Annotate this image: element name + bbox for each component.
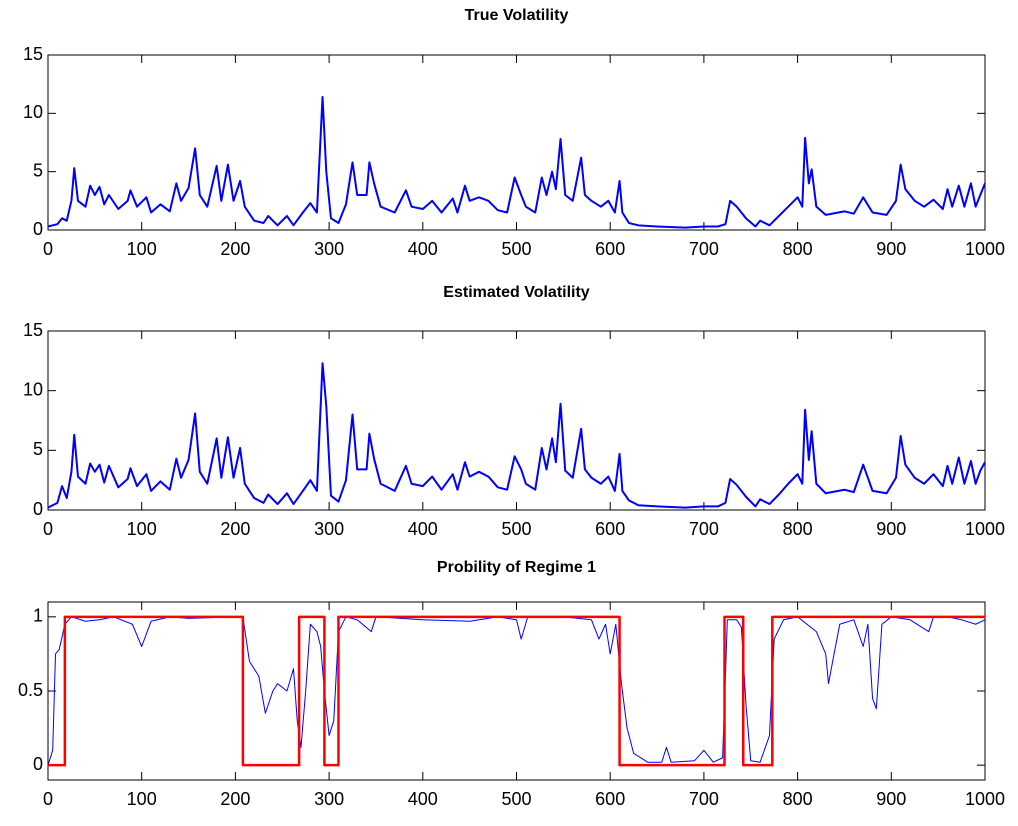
chart-title: Probility of Regime 1 [437, 559, 596, 576]
x-tick-label: 800 [783, 789, 813, 809]
chart-title: Estimated Volatility [443, 284, 590, 301]
series-line [47, 616, 986, 766]
y-tick-label: 0.5 [18, 680, 43, 700]
x-tick-label: 700 [689, 239, 719, 259]
y-tick-label: 0 [33, 754, 43, 774]
y-tick-label: 15 [23, 44, 43, 64]
y-tick-label: 0 [33, 499, 43, 519]
x-tick-label: 400 [408, 519, 438, 539]
chart-title: True Volatility [465, 7, 569, 24]
series-line [47, 96, 986, 229]
series-line [47, 362, 986, 509]
y-tick-label: 0 [33, 219, 43, 239]
x-tick-label: 500 [501, 519, 531, 539]
plot-frame [47, 54, 986, 231]
x-tick-label: 300 [314, 789, 344, 809]
x-tick-label: 0 [43, 519, 53, 539]
x-tick-label: 100 [127, 519, 157, 539]
x-tick-label: 1000 [965, 239, 1005, 259]
x-tick-label: 200 [220, 239, 250, 259]
x-tick-label: 500 [501, 789, 531, 809]
x-tick-label: 700 [689, 789, 719, 809]
series-line [48, 615, 985, 767]
y-tick-label: 1 [33, 606, 43, 626]
x-tick-label: 1000 [965, 789, 1005, 809]
x-tick-label: 300 [314, 239, 344, 259]
plot-frame [47, 330, 986, 511]
plot-frame [47, 601, 986, 781]
x-tick-label: 0 [43, 789, 53, 809]
x-tick-label: 600 [595, 519, 625, 539]
x-tick-label: 100 [127, 789, 157, 809]
x-tick-label: 600 [595, 239, 625, 259]
x-tick-label: 500 [501, 239, 531, 259]
x-tick-label: 800 [783, 239, 813, 259]
x-tick-label: 900 [876, 519, 906, 539]
x-tick-label: 200 [220, 789, 250, 809]
x-tick-label: 0 [43, 239, 53, 259]
x-tick-label: 700 [689, 519, 719, 539]
x-tick-label: 900 [876, 239, 906, 259]
x-tick-label: 200 [220, 519, 250, 539]
y-tick-label: 10 [23, 102, 43, 122]
x-tick-label: 400 [408, 239, 438, 259]
y-tick-label: 5 [33, 439, 43, 459]
x-tick-label: 300 [314, 519, 344, 539]
x-tick-label: 400 [408, 789, 438, 809]
y-tick-label: 15 [23, 320, 43, 340]
y-tick-label: 5 [33, 160, 43, 180]
x-tick-label: 100 [127, 239, 157, 259]
y-tick-label: 10 [23, 379, 43, 399]
x-tick-label: 1000 [965, 519, 1005, 539]
x-tick-label: 800 [783, 519, 813, 539]
x-tick-label: 900 [876, 789, 906, 809]
x-tick-label: 600 [595, 789, 625, 809]
